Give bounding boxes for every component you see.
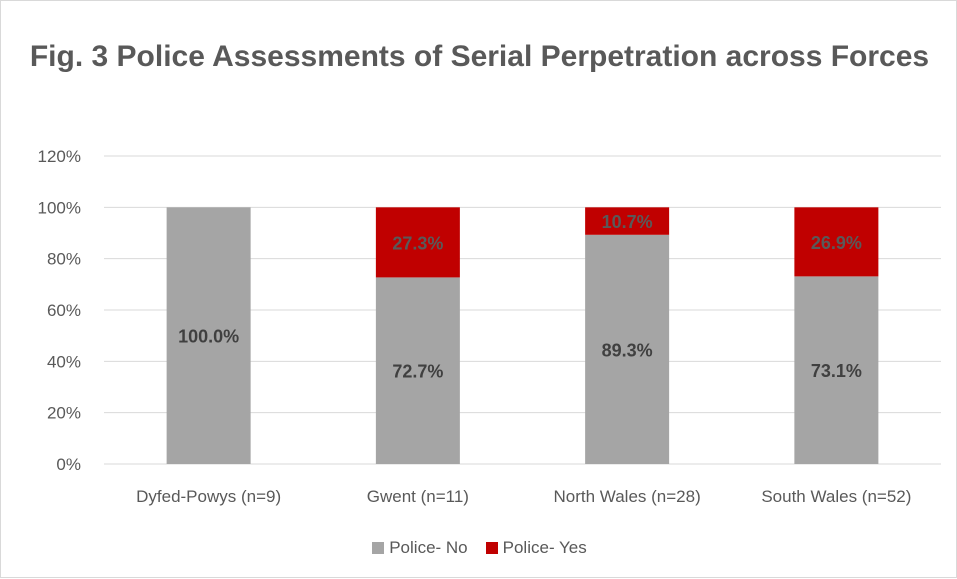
x-tick-label: South Wales (n=52) bbox=[761, 487, 911, 506]
x-tick-label: North Wales (n=28) bbox=[554, 487, 701, 506]
legend-swatch-yes bbox=[485, 542, 498, 554]
y-tick-label: 40% bbox=[47, 352, 81, 371]
bar-segment-no bbox=[794, 276, 879, 464]
bar-segment-yes bbox=[794, 207, 879, 277]
data-label: 73.1% bbox=[811, 361, 862, 381]
bar-segment-no bbox=[585, 234, 670, 464]
y-tick-label: 60% bbox=[47, 301, 81, 320]
legend-label-yes: Police- Yes bbox=[502, 538, 587, 557]
y-tick-label: 20% bbox=[47, 404, 81, 423]
bar-segment-no bbox=[166, 207, 251, 465]
chart-title: Fig. 3 Police Assessments of Serial Perp… bbox=[29, 40, 930, 73]
data-label: 72.7% bbox=[392, 362, 443, 382]
legend-label-no: Police- No bbox=[389, 538, 468, 557]
data-label: 26.9% bbox=[811, 233, 862, 253]
y-tick-label: 80% bbox=[47, 250, 81, 269]
legend-item-no: Police- No bbox=[372, 538, 468, 558]
y-tick-label: 120% bbox=[38, 147, 81, 166]
bar-segment-yes bbox=[375, 207, 460, 278]
legend-swatch-no bbox=[372, 542, 385, 554]
bar-segment-yes bbox=[585, 207, 670, 235]
data-label: 100.0% bbox=[178, 327, 239, 347]
y-tick-label: 0% bbox=[56, 455, 81, 474]
x-tick-label: Gwent (n=11) bbox=[367, 487, 469, 506]
y-tick-label: 100% bbox=[38, 198, 81, 217]
x-tick-label: Dyfed-Powys (n=9) bbox=[136, 487, 281, 506]
legend-item-yes: Police- Yes bbox=[485, 538, 587, 558]
data-label: 27.3% bbox=[392, 233, 443, 253]
legend: Police- No Police- Yes bbox=[1, 538, 957, 558]
data-label: 89.3% bbox=[602, 340, 653, 360]
bar-segment-no bbox=[375, 277, 460, 464]
data-label: 10.7% bbox=[602, 212, 653, 232]
